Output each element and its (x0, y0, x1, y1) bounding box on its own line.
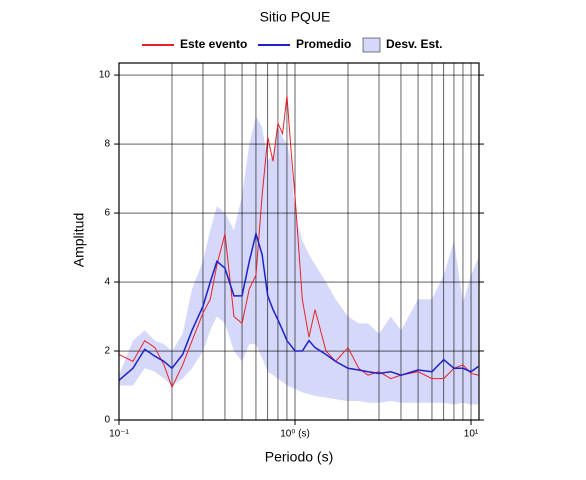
x-tick-label: 10⁻¹ (109, 429, 129, 440)
y-tick-label: 10 (99, 70, 111, 81)
y-tick-label: 0 (104, 415, 110, 426)
legend-label: Promedio (296, 37, 351, 51)
plot-frame (118, 62, 480, 421)
y-tick-label: 8 (104, 139, 110, 150)
y-tick-label: 6 (104, 208, 110, 219)
legend-swatch (362, 37, 381, 53)
y-axis-label: Amplitud (71, 213, 87, 267)
std-band (119, 116, 479, 405)
legend-label: Desv. Est. (386, 37, 442, 51)
chart-title: Sitio PQUE (260, 9, 331, 25)
x-tick-label: 10¹ (464, 429, 479, 440)
x-tick-label: 10⁰ (s) (280, 429, 310, 440)
y-tick-label: 2 (104, 346, 110, 357)
y-tick-label: 4 (104, 277, 110, 288)
series-line (118, 230, 479, 381)
x-axis-label: Periodo (s) (265, 449, 333, 465)
legend-label: Este evento (180, 37, 247, 51)
